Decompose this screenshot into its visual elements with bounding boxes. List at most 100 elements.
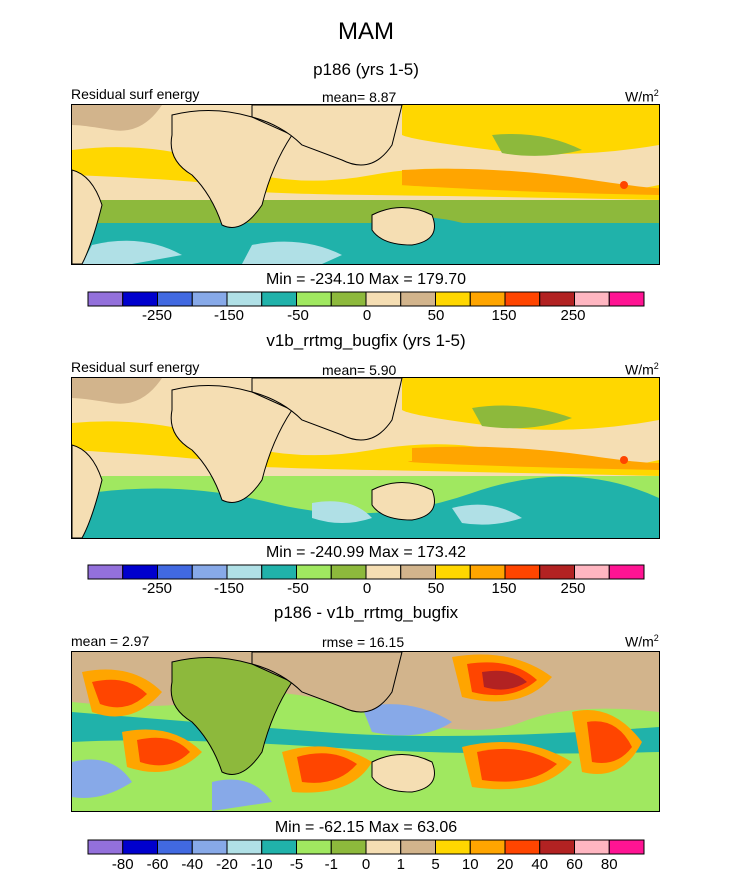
figure-title: MAM: [338, 18, 394, 45]
panel2-colorbar-box: [539, 564, 575, 580]
panel1-map: [71, 104, 660, 265]
panel2-pacific-green: [472, 405, 572, 429]
panel2-africa: [170, 385, 293, 503]
panel3-colorbar-box: [261, 839, 297, 855]
panel2-colorbar-box: [400, 564, 436, 580]
panel2-tick: -250: [142, 580, 172, 597]
panel3-colorbar: -80 -60 -40 -20 -10 -5 -1 0 1 5 10 20 40 60 80: [87, 839, 645, 872]
panel3-colorbar-box: [608, 839, 645, 855]
panel2-nw-atlantic: [72, 378, 162, 404]
panel1-colorbar-box: [435, 291, 471, 307]
panel2-map: [71, 377, 660, 539]
panel3-colorbar-box: [400, 839, 436, 855]
panel2-colorbar: -250 -150 -50 0 50 150 250: [87, 564, 645, 597]
panel1-eurasia: [251, 105, 403, 166]
panel3-tick: -5: [290, 856, 303, 872]
panel1-hotspot: [620, 181, 628, 189]
panel3-s-blue: [212, 779, 272, 811]
panel3-tick: 0: [362, 856, 370, 872]
panel1-lightblue-patch: [82, 240, 182, 264]
panel3-tick: 40: [531, 856, 548, 872]
panel2-colorbar-box: [574, 564, 610, 580]
panel3-australia: [371, 754, 435, 793]
panel1-colorbar-box: [400, 291, 436, 307]
panel3-rmse-label: rmse = 16.15: [322, 634, 405, 650]
panel3-atlantic-red: [92, 679, 147, 708]
panel3-colorbar-box: [539, 839, 575, 855]
panel3-tick: -10: [251, 856, 273, 872]
panel3-sio-red: [297, 753, 357, 783]
panel1-colorbar-box: [330, 291, 367, 307]
panel2-lightblue-patch: [312, 501, 372, 523]
panel3-npac-darkred: [482, 670, 527, 690]
panel1-minmax: Min = -234.10 Max = 179.70: [265, 271, 467, 288]
panel3-colorbar-box: [574, 839, 610, 855]
panel3-colorbar-box: [296, 839, 332, 855]
panel3-maritime-blue: [362, 704, 452, 736]
panel2-tick: 150: [491, 580, 516, 597]
panel2-colorbar-box: [191, 564, 228, 580]
panel1-colorbar-box: [504, 291, 541, 307]
panel1-colorbar: -250 -150 -50 0 50 150 250: [87, 291, 645, 324]
panel3-africa: [170, 657, 293, 775]
panel3-tick: 1: [397, 856, 405, 872]
panel1-colorbar-box: [157, 291, 193, 307]
panel2-colorbar-box: [504, 564, 541, 580]
panel1-colorbar-box: [87, 291, 124, 307]
panel1-orange-band: [400, 168, 659, 195]
panel2-variable-label: Residual surf energy: [71, 359, 200, 375]
panel1-africa: [170, 110, 293, 228]
panel3-colorbar-box: [87, 839, 124, 855]
panel3-map: [71, 651, 660, 812]
panel2-colorbar-box: [157, 564, 193, 580]
panel3-spac-red: [477, 748, 557, 782]
panel3-sw-blue: [72, 759, 132, 798]
panel1-lightblue-patch2: [242, 241, 342, 264]
panel2-lightblue-patch2: [452, 504, 522, 525]
panel1-tick: 150: [491, 307, 516, 324]
panel1-colorbar-box: [365, 291, 402, 307]
panel2-colorbar-box: [330, 564, 367, 580]
panel2-southern-teal: [72, 476, 659, 538]
panel2-colorbar-box: [296, 564, 332, 580]
panel2-colorbar-boxes: [87, 564, 645, 580]
panel3-tick: 80: [601, 856, 618, 872]
panel1-colorbar-box: [122, 291, 158, 307]
panel2-orange-band: [408, 446, 659, 470]
panel1-colorbar-box: [574, 291, 610, 307]
panel1-tick: -250: [142, 307, 172, 324]
panel1-nw-atlantic: [72, 105, 162, 131]
panel3-tick: 20: [497, 856, 514, 872]
panel1-australia: [371, 207, 435, 246]
panel2-eurasia: [251, 378, 403, 441]
panel3-eurasia: [251, 652, 403, 713]
panel1-colorbar-box: [261, 291, 297, 307]
panel1-title: p186 (yrs 1-5): [313, 60, 419, 79]
panel3-colorbar-box: [330, 839, 367, 855]
panel1-colorbar-box: [539, 291, 575, 307]
panel1-tick: 0: [363, 307, 371, 324]
panel2-colorbar-box: [365, 564, 402, 580]
panel3-satl-red: [137, 737, 190, 766]
panel1-colorbar-box: [296, 291, 332, 307]
panel1-south-america: [72, 169, 103, 264]
panel1-pacific-green: [492, 134, 582, 156]
panel3-minmax: Min = -62.15 Max = 63.06: [274, 819, 458, 836]
panel2-mean-label: mean= 5.90: [322, 362, 397, 378]
panel1-colorbar-box: [226, 291, 263, 307]
panel2-units: W/m2: [625, 361, 659, 378]
panel1-units: W/m2: [625, 88, 659, 105]
panel2-tick: -50: [287, 580, 309, 597]
panel2-title: v1b_rrtmg_bugfix (yrs 1-5): [266, 331, 466, 350]
panel2-colorbar-box: [608, 564, 645, 580]
panel1-southern-teal: [72, 216, 659, 264]
panel3-tick: -40: [181, 856, 203, 872]
panel2-australia: [371, 482, 435, 521]
panel3-tick: -60: [147, 856, 169, 872]
panel3-mean-label: mean = 2.97: [71, 633, 150, 649]
panel2-tick: 50: [428, 580, 445, 597]
panel2-colorbar-ticks: -250 -150 -50 0 50 150 250: [142, 580, 586, 597]
panel3-colorbar-ticks: -80 -60 -40 -20 -10 -5 -1 0 1 5 10 20 40 60 80: [112, 856, 618, 872]
panel1-colorbar-boxes: [87, 291, 645, 307]
panel1-variable-label: Residual surf energy: [71, 86, 200, 102]
